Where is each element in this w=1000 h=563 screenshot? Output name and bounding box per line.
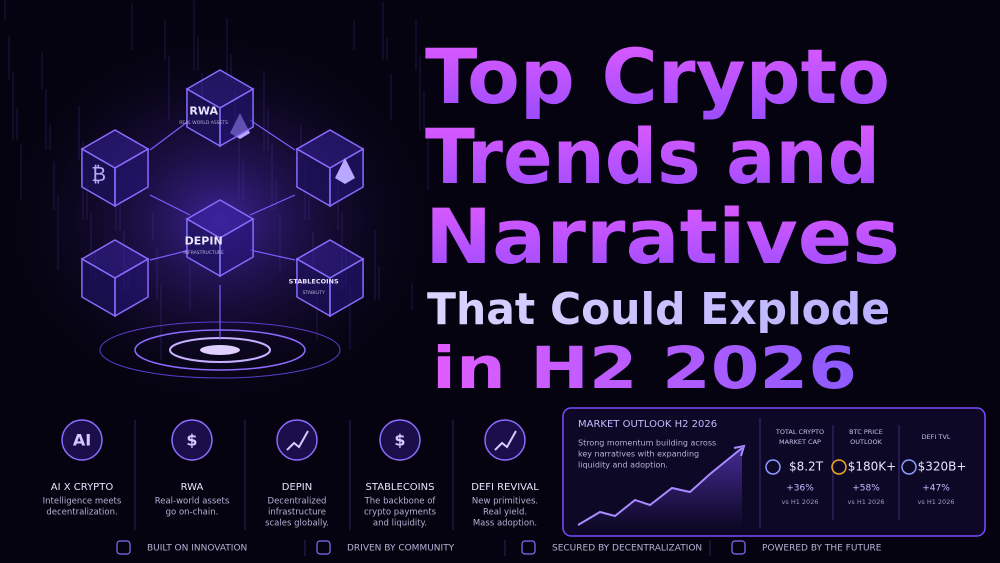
metric-label: TOTAL CRYPTO <box>775 428 824 436</box>
panel-text: Strong momentum building across <box>578 439 716 448</box>
connectors <box>149 119 296 340</box>
feature-text: and liquidity. <box>373 519 427 529</box>
metric-value: $180K+ <box>848 460 896 474</box>
metric-label: MARKET CAP <box>779 438 821 446</box>
footer: BUILT ON INNOVATION DRIVEN BY COMMUNITY SE… <box>116 540 882 556</box>
footer-icon <box>316 540 331 555</box>
panel-title: MARKET OUTLOOK H2 2026 <box>578 419 717 430</box>
feature-icon <box>61 419 103 461</box>
cube <box>185 199 255 278</box>
feature-title: DEPIN <box>282 482 312 493</box>
feature-text: infrastructure <box>268 508 326 518</box>
feature-icon <box>379 419 421 461</box>
cube-right <box>114 147 149 208</box>
headline: Top Crypto Trends and Narratives That Co… <box>425 32 900 402</box>
metric-change: +47% <box>922 484 950 494</box>
feature-title: RWA <box>181 482 204 493</box>
title-line: Top Crypto <box>425 32 890 121</box>
feature-icon <box>276 419 318 461</box>
trend-line <box>577 447 743 526</box>
cube-sublabel: REAL WORLD ASSETS <box>179 120 228 126</box>
feature-icon-glyph <box>286 430 309 451</box>
metric-icon <box>765 459 781 475</box>
footer-text: BUILT ON INNOVATION <box>147 544 247 554</box>
feature-text: The backbone of <box>364 497 437 507</box>
feature-text: Decentralized <box>268 497 327 507</box>
feature-text: crypto payments <box>364 508 437 518</box>
cube-symbol: ₿ <box>91 162 106 186</box>
cube-label: STABLECOINS <box>289 278 339 286</box>
metric-label: DEFI TVL <box>922 433 951 441</box>
feature-icon-text: $ <box>394 431 405 450</box>
cube-right <box>219 217 254 278</box>
cube-label: RWA <box>189 105 218 118</box>
trend-area <box>578 448 742 528</box>
metric-compare: vs H1 2026 <box>782 498 819 506</box>
eth-icon <box>335 158 355 184</box>
metric-compare: vs H1 2026 <box>848 498 885 506</box>
feature: AI AI X CRYPTO Intelligence meetsdecentral… <box>43 419 122 518</box>
cube <box>80 129 150 208</box>
panel-text: liquidity and adoption. <box>578 461 668 470</box>
subtitle-line: That Could Explode <box>427 284 890 335</box>
footer-icon <box>116 540 131 555</box>
metric-value: $320B+ <box>918 460 967 474</box>
title-line: Trends and <box>425 112 880 201</box>
feature-icon-text: AI <box>73 431 91 450</box>
metric-icon <box>901 459 917 475</box>
footer-icon <box>521 540 536 555</box>
metric-change: +58% <box>852 484 880 494</box>
trend-arrow <box>733 444 746 457</box>
feature-text: Real-world assets <box>155 497 230 507</box>
feature-text: decentralization. <box>46 508 117 518</box>
title-line: Narratives <box>425 192 900 281</box>
cube-right <box>219 87 254 148</box>
feature-icon-glyph <box>494 430 517 451</box>
feature-title: AI X CRYPTO <box>51 482 114 493</box>
subtitle-line: in H2 2026 <box>432 334 857 402</box>
feature-icon <box>171 419 213 461</box>
metric-label: OUTLOOK <box>850 438 882 446</box>
feature-title: DEFI REVIVAL <box>471 482 539 493</box>
metrics: TOTAL CRYPTO MARKET CAP $8.2T +36% vs H1 202… <box>765 425 967 520</box>
metric-compare: vs H1 2026 <box>918 498 955 506</box>
cube <box>80 239 150 318</box>
feature-title: STABLECOINS <box>366 482 435 493</box>
panel-text: key narratives with expanding <box>578 450 699 459</box>
metric-change: +36% <box>786 484 814 494</box>
metric-label: BTC PRICE <box>849 428 883 436</box>
cube-right <box>329 257 364 318</box>
footer-text: POWERED BY THE FUTURE <box>762 544 882 554</box>
feature-icon-text: $ <box>186 431 197 450</box>
footer-text: SECURED BY DECENTRALIZATION <box>552 544 702 554</box>
metric-icon <box>831 459 847 475</box>
features: AI AI X CRYPTO Intelligence meetsdecentral… <box>43 419 539 530</box>
feature-text: scales globally. <box>265 519 329 529</box>
cube-label: DEPIN <box>185 235 223 248</box>
feature-text: go on-chain. <box>166 508 219 518</box>
feature: DEFI REVIVAL New primitives.Real yield.Ma… <box>471 419 539 529</box>
footer-icon <box>731 540 746 555</box>
cube-cluster: ₿ RWA REAL WORLD ASSETS DEPIN INFRASTRUCTURE… <box>80 69 365 318</box>
feature-text: New primitives. <box>472 497 538 507</box>
cube <box>185 69 255 148</box>
cube-right <box>114 257 149 318</box>
cube <box>295 239 365 318</box>
feature-icon <box>484 419 526 461</box>
footer-text: DRIVEN BY COMMUNITY <box>347 544 455 554</box>
feature-text: Intelligence meets <box>43 497 122 507</box>
cube-sublabel: INFRASTRUCTURE <box>183 250 224 256</box>
feature-text: Mass adoption. <box>473 519 537 529</box>
feature-text: Real yield. <box>483 508 527 518</box>
outlook-panel: MARKET OUTLOOK H2 2026 Strong momentum b… <box>562 407 986 537</box>
metric-value: $8.2T <box>789 460 824 474</box>
cube-sublabel: STABILITY <box>303 290 325 296</box>
